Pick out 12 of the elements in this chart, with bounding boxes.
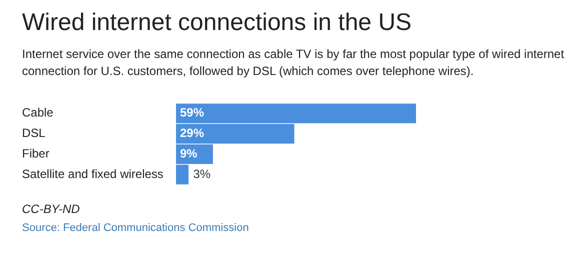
chart-title: Wired internet connections in the US	[22, 8, 413, 38]
y-tick-label: Satellite and fixed wireless	[22, 166, 164, 181]
y-tick-label: Fiber	[22, 146, 50, 161]
data-label: 9%	[180, 146, 198, 161]
y-tick-label: Cable	[22, 106, 54, 120]
text: CC-BY-ND	[22, 202, 81, 216]
data-label: 3%	[193, 166, 211, 181]
data-label: 29%	[180, 126, 204, 140]
y-tick-label: DSL	[22, 126, 46, 140]
chart-subtitle: Internet service over the same connection as cable TV is by far the most popular type of wired internet connection for U.S. customers, followed by DSL (which comes over telephone wires).	[22, 46, 566, 80]
source-note: Source: Federal Communications Commission	[22, 222, 250, 234]
data-label: 59%	[180, 106, 204, 120]
